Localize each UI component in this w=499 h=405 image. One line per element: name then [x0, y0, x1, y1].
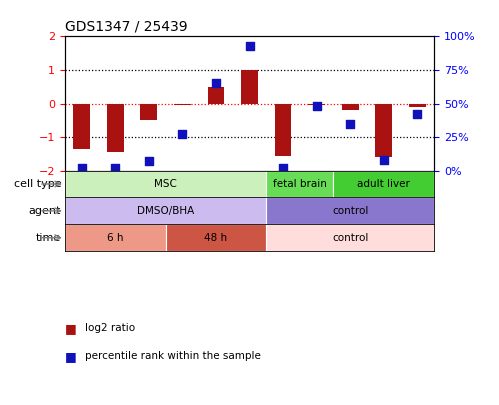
Bar	[274, 104, 291, 156]
Bar	[409, 104, 426, 107]
Text: ■: ■	[65, 350, 77, 363]
Point	[78, 165, 86, 171]
Text: control: control	[332, 206, 368, 216]
Point	[346, 120, 354, 127]
Bar	[107, 104, 124, 152]
Point	[111, 165, 119, 171]
Text: ■: ■	[65, 322, 77, 335]
Text: percentile rank within the sample: percentile rank within the sample	[85, 352, 260, 361]
Text: cell type: cell type	[13, 179, 61, 189]
Bar	[208, 87, 225, 104]
Bar	[174, 104, 191, 105]
Text: 6 h: 6 h	[107, 233, 123, 243]
Text: log2 ratio: log2 ratio	[85, 323, 135, 333]
Point	[413, 111, 421, 117]
Point	[212, 80, 220, 87]
Bar	[266, 171, 333, 198]
Text: fetal brain: fetal brain	[273, 179, 327, 189]
Bar	[65, 198, 266, 224]
Point	[279, 165, 287, 171]
Bar	[65, 224, 166, 251]
Point	[145, 158, 153, 164]
Text: MSC: MSC	[154, 179, 177, 189]
Bar	[375, 104, 392, 157]
Bar	[166, 224, 266, 251]
Bar	[333, 171, 434, 198]
Bar	[266, 198, 434, 224]
Bar	[241, 70, 258, 104]
Bar	[266, 224, 434, 251]
Point	[246, 43, 253, 49]
Text: GDS1347 / 25439: GDS1347 / 25439	[65, 20, 188, 34]
Point	[380, 157, 388, 163]
Text: 48 h: 48 h	[205, 233, 228, 243]
Text: DMSO/BHA: DMSO/BHA	[137, 206, 194, 216]
Text: adult liver: adult liver	[357, 179, 410, 189]
Bar	[342, 104, 359, 110]
Point	[178, 131, 186, 138]
Text: agent: agent	[29, 206, 61, 216]
Text: control: control	[332, 233, 368, 243]
Bar	[73, 104, 90, 149]
Bar	[140, 104, 157, 120]
Bar	[65, 171, 266, 198]
Bar	[308, 104, 325, 105]
Text: time: time	[36, 233, 61, 243]
Point	[313, 103, 321, 109]
